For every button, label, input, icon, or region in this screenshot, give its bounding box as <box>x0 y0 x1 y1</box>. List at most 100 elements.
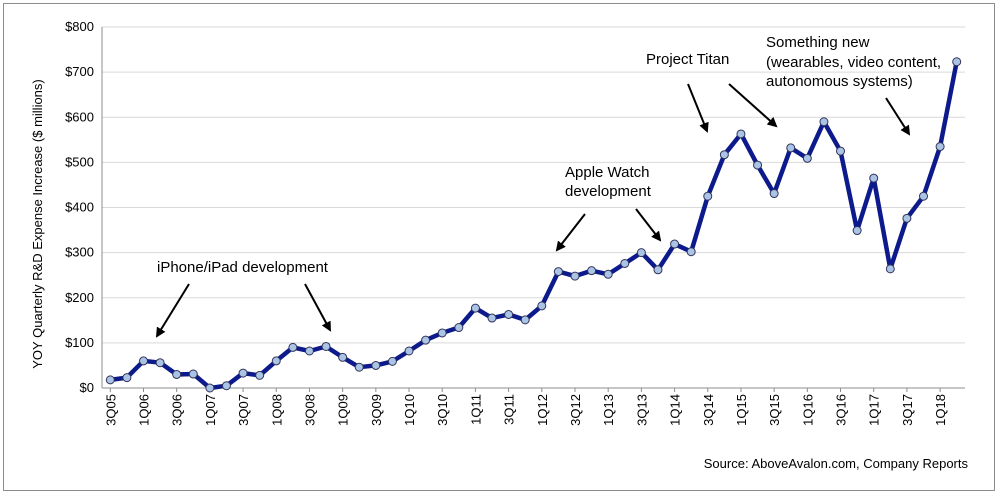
x-tick-label: 1Q16 <box>800 394 815 426</box>
data-point <box>786 143 796 153</box>
data-point <box>387 356 397 366</box>
data-point <box>520 315 530 325</box>
data-point <box>454 323 464 333</box>
y-tick-label: $500 <box>65 154 94 169</box>
y-tick-label: $600 <box>65 109 94 124</box>
data-point <box>537 301 547 311</box>
data-point <box>338 352 348 362</box>
data-point <box>255 370 265 380</box>
data-point <box>802 153 812 163</box>
data-point <box>620 258 630 268</box>
x-tick-label: 1Q18 <box>933 394 948 426</box>
data-point <box>902 213 912 223</box>
x-tick-label: 1Q14 <box>668 394 683 426</box>
data-points <box>105 57 962 393</box>
data-point <box>188 369 198 379</box>
data-point <box>404 346 414 356</box>
annotation-something-new: Something new (wearables, video content,… <box>766 34 945 90</box>
data-point <box>105 375 115 385</box>
x-tick-label: 1Q06 <box>136 394 151 426</box>
data-point <box>437 328 447 338</box>
annotation-line: Project Titan <box>646 51 729 68</box>
annotation-iphone-ipad: iPhone/iPad development <box>157 259 329 276</box>
data-point <box>719 150 729 160</box>
x-tick-label: 3Q11 <box>502 394 517 425</box>
data-point <box>636 248 646 258</box>
data-point <box>155 358 165 368</box>
annotation-project-titan: Project Titan <box>646 51 729 68</box>
x-tick-labels: 3Q05 1Q06 3Q06 1Q07 3Q07 1Q08 3Q08 1Q09 3Q09 1Q10… <box>103 394 948 426</box>
y-axis-label: YOY Quarterly R&D Expense Increase ($ mi… <box>30 79 45 368</box>
data-point <box>670 239 680 249</box>
data-point <box>769 189 779 199</box>
x-tick-label: 3Q15 <box>767 394 782 426</box>
x-tick-label: 1Q10 <box>402 394 417 426</box>
y-tick-label: $400 <box>65 200 94 215</box>
data-point <box>869 173 879 183</box>
annotation-line: Something new <box>766 34 870 51</box>
data-point <box>221 381 231 391</box>
x-tick-label: 3Q17 <box>900 394 915 426</box>
data-point <box>885 264 895 274</box>
data-point <box>952 57 962 67</box>
x-tick-label: 3Q14 <box>701 394 716 426</box>
data-point <box>819 117 829 127</box>
annotation-line: (wearables, video content, <box>766 54 941 71</box>
annotation-line: iPhone/iPad development <box>157 259 329 276</box>
x-tick-label: 1Q07 <box>203 394 218 426</box>
annotation-arrows <box>155 83 911 338</box>
data-point <box>935 142 945 152</box>
data-point <box>703 191 713 201</box>
data-point <box>238 368 248 378</box>
source-note: Source: AboveAvalon.com, Company Reports <box>704 456 969 471</box>
x-tick-label: 3Q05 <box>103 394 118 426</box>
data-point <box>421 335 431 345</box>
data-point <box>686 247 696 257</box>
data-point <box>736 129 746 139</box>
data-point <box>271 356 281 366</box>
y-tick-label: $300 <box>65 245 94 260</box>
annotation-arrow <box>304 283 331 332</box>
x-tick-label: 3Q07 <box>236 394 251 426</box>
y-tick-label: $800 <box>65 19 94 34</box>
y-tick-label: $700 <box>65 64 94 79</box>
annotation-arrow <box>635 208 662 242</box>
data-point <box>205 383 215 393</box>
x-tick-label: 3Q09 <box>369 394 384 426</box>
x-tick-label: 1Q11 <box>468 394 483 425</box>
y-tick-label: $200 <box>65 290 94 305</box>
gridlines <box>101 26 965 392</box>
data-point <box>354 362 364 372</box>
data-point <box>138 356 148 366</box>
y-tick-label: $100 <box>65 335 94 350</box>
x-tick-label: 3Q10 <box>435 394 450 426</box>
annotation-arrow <box>687 83 709 133</box>
series-line <box>109 61 959 391</box>
data-point <box>570 271 580 281</box>
data-point <box>371 360 381 370</box>
annotation-arrow <box>728 83 778 128</box>
data-point <box>122 373 132 383</box>
annotation-line: Apple Watch <box>565 164 650 181</box>
data-point <box>321 341 331 351</box>
data-point <box>753 160 763 170</box>
x-tick-label: 1Q17 <box>867 394 882 426</box>
x-tick-label: 3Q12 <box>568 394 583 426</box>
data-point <box>587 266 597 276</box>
x-tick-label: 1Q13 <box>601 394 616 426</box>
data-point <box>172 369 182 379</box>
y-tick-label: $0 <box>80 380 94 395</box>
data-point <box>470 303 480 313</box>
annotation-arrow <box>885 97 911 136</box>
data-point <box>504 309 514 319</box>
data-point <box>288 342 298 352</box>
data-point <box>603 269 613 279</box>
data-point <box>553 267 563 277</box>
x-tick-label: 3Q16 <box>834 394 849 426</box>
data-point <box>852 226 862 236</box>
data-point <box>836 146 846 156</box>
series-line-path <box>109 61 959 391</box>
annotation-line: autonomous systems) <box>766 73 913 90</box>
annotation-line: development <box>565 183 652 200</box>
